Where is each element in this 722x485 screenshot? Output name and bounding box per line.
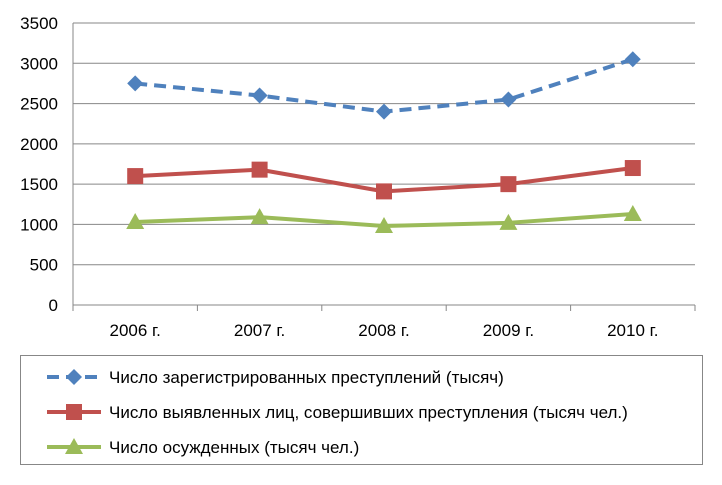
- legend-box: [20, 355, 703, 465]
- data-point: [623, 204, 642, 221]
- data-point: [251, 87, 268, 104]
- data-point: [500, 91, 517, 108]
- series-2: [127, 160, 641, 200]
- data-point: [126, 213, 145, 230]
- legend-item: Число выявленных лиц, совершивших престу…: [47, 403, 628, 422]
- y-tick-label: 2000: [20, 135, 58, 154]
- data-point: [624, 160, 641, 177]
- legend-label: Число осужденных (тысяч чел.): [109, 438, 359, 457]
- data-point: [127, 168, 144, 185]
- y-tick-label: 1000: [20, 215, 58, 234]
- legend-item: Число осужденных (тысяч чел.): [47, 438, 359, 457]
- y-tick-label: 3500: [20, 14, 58, 33]
- x-tick-label: 2009 г.: [483, 321, 534, 340]
- data-point: [499, 213, 518, 230]
- y-tick-label: 1500: [20, 175, 58, 194]
- legend-marker: [66, 404, 82, 420]
- series-1: [127, 51, 641, 120]
- data-point: [375, 217, 393, 234]
- legend-label: Число зарегистрированных преступлений (т…: [109, 368, 504, 387]
- data-point: [251, 161, 268, 178]
- legend-marker: [66, 369, 82, 385]
- x-tick-label: 2010 г.: [607, 321, 658, 340]
- legend-marker: [65, 438, 83, 454]
- data-point: [500, 176, 517, 193]
- data-point: [376, 103, 392, 120]
- legend-item: Число зарегистрированных преступлений (т…: [47, 368, 504, 387]
- y-tick-label: 2500: [20, 95, 58, 114]
- y-tick-label: 3000: [20, 54, 58, 73]
- y-tick-label: 0: [49, 296, 58, 315]
- data-point: [624, 51, 641, 68]
- data-point: [376, 183, 392, 200]
- y-tick-label: 500: [30, 256, 58, 275]
- data-point: [127, 75, 144, 92]
- legend: Число зарегистрированных преступлений (т…: [20, 355, 703, 465]
- series-3: [126, 204, 642, 234]
- x-tick-label: 2007 г.: [234, 321, 285, 340]
- data-point: [250, 208, 269, 225]
- legend-label: Число выявленных лиц, совершивших престу…: [109, 403, 628, 422]
- x-tick-label: 2006 г.: [110, 321, 161, 340]
- x-tick-label: 2008 г.: [358, 321, 409, 340]
